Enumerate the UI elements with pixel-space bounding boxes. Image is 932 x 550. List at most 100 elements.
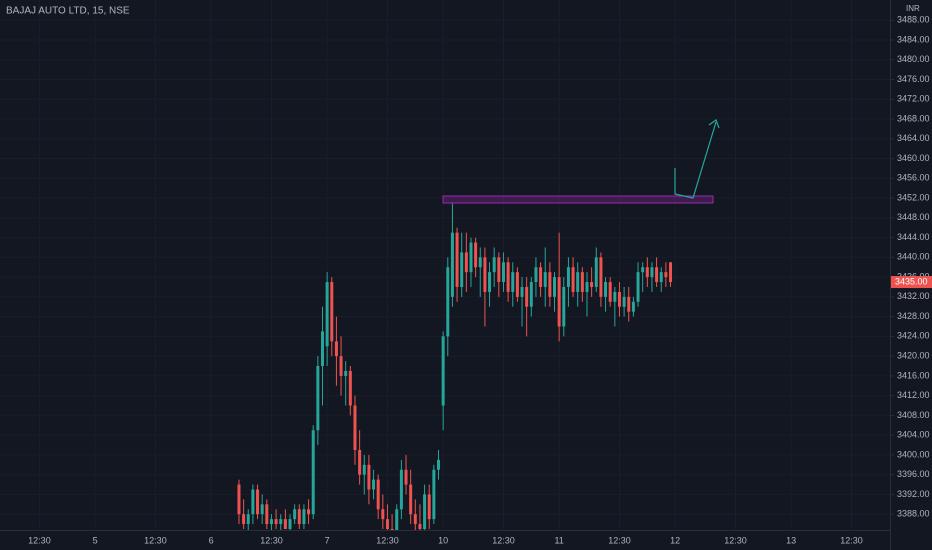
candle-body	[242, 514, 246, 525]
currency-label: INR	[906, 4, 920, 13]
x-tick-label: 12:30	[724, 535, 747, 545]
candle-body	[279, 519, 283, 525]
candle-body	[594, 257, 598, 287]
candle-body	[515, 272, 519, 297]
candle-body	[469, 242, 473, 273]
candle-body	[362, 464, 366, 475]
candle-body	[464, 252, 468, 273]
candle-body	[395, 509, 399, 530]
candle-body	[372, 479, 376, 490]
candle-body	[580, 272, 584, 292]
y-tick-label: 3400.00	[897, 449, 930, 459]
x-tick-label: 7	[325, 535, 330, 545]
x-tick-label: 12:30	[28, 535, 51, 545]
x-tick-label: 11	[554, 535, 563, 545]
candle-body	[265, 504, 269, 525]
candles	[237, 203, 673, 530]
y-tick-label: 3484.00	[897, 34, 930, 44]
candle-body	[622, 296, 626, 307]
y-tick-label: 3396.00	[897, 469, 930, 479]
y-tick-label: 3424.00	[897, 331, 930, 341]
y-tick-label: 3408.00	[897, 410, 930, 420]
candle-body	[645, 267, 649, 278]
candle-body	[237, 484, 241, 515]
x-tick-label: 12:30	[840, 535, 863, 545]
candle-body	[334, 341, 338, 357]
y-tick-label: 3440.00	[897, 252, 930, 262]
arrow-head	[708, 119, 720, 129]
candle-body	[302, 509, 306, 525]
candle-body	[548, 272, 552, 297]
candle-body	[664, 272, 668, 278]
candle-body	[418, 524, 422, 530]
candle-body	[367, 464, 371, 490]
candle-body	[631, 301, 635, 312]
x-tick-label: 5	[93, 535, 98, 545]
candle-body	[543, 272, 547, 287]
candle-body	[450, 232, 454, 297]
candle-body	[566, 267, 570, 287]
candle-body	[576, 272, 580, 292]
zone-rectangle	[442, 195, 714, 204]
candle-body	[409, 484, 413, 515]
x-tick-label: 6	[209, 535, 214, 545]
candle-body	[483, 257, 487, 292]
candle-body	[251, 489, 255, 515]
candle-body	[636, 272, 640, 302]
candle-body	[669, 262, 673, 283]
candle-body	[404, 469, 408, 485]
y-tick-label: 3388.00	[897, 509, 930, 519]
candle-body	[441, 336, 445, 406]
candle-body	[437, 459, 441, 470]
candle-body	[358, 449, 362, 475]
candle-body	[339, 356, 343, 376]
candle-body	[497, 257, 501, 283]
y-tick-label: 3456.00	[897, 173, 930, 183]
candle-body	[455, 232, 459, 287]
candle-body	[399, 469, 403, 510]
candle-body	[297, 509, 301, 525]
candle-body	[293, 509, 297, 520]
y-tick-label: 3404.00	[897, 430, 930, 440]
last-price-label: 3435.00	[895, 276, 928, 286]
candle-body	[585, 282, 589, 292]
candle-body	[492, 257, 496, 273]
candle-body	[590, 282, 594, 287]
candle-body	[608, 282, 612, 302]
candle-body	[283, 519, 287, 530]
candle-body	[385, 519, 389, 530]
candle-body	[316, 366, 320, 431]
candle-body	[423, 494, 427, 530]
candle-body	[529, 282, 533, 307]
x-tick-label: 12:30	[608, 535, 631, 545]
candle-body	[344, 370, 348, 376]
candle-body	[348, 370, 352, 406]
candle-body	[274, 519, 278, 525]
candle-body	[288, 519, 292, 530]
candle-body	[460, 252, 464, 287]
candle-body	[650, 267, 654, 278]
y-tick-label: 3460.00	[897, 153, 930, 163]
x-tick-label: 12:30	[376, 535, 399, 545]
candle-body	[659, 272, 663, 283]
candle-body	[506, 262, 510, 292]
candle-body	[474, 242, 478, 268]
candle-body	[432, 469, 436, 520]
candle-body	[571, 267, 575, 292]
candle-body	[627, 296, 631, 312]
candle-body	[307, 509, 311, 515]
candle-body	[325, 282, 329, 347]
x-tick-label: 13	[786, 535, 796, 545]
x-tick-label: 12:30	[260, 535, 283, 545]
candle-body	[511, 272, 515, 292]
candle-body	[501, 262, 505, 283]
y-tick-label: 3472.00	[897, 94, 930, 104]
y-tick-label: 3416.00	[897, 370, 930, 380]
candle-body	[413, 514, 417, 525]
candle-body	[260, 504, 264, 515]
x-tick-label: 12	[670, 535, 680, 545]
y-tick-label: 3488.00	[897, 15, 930, 25]
candle-body	[381, 509, 385, 520]
y-tick-label: 3392.00	[897, 489, 930, 499]
